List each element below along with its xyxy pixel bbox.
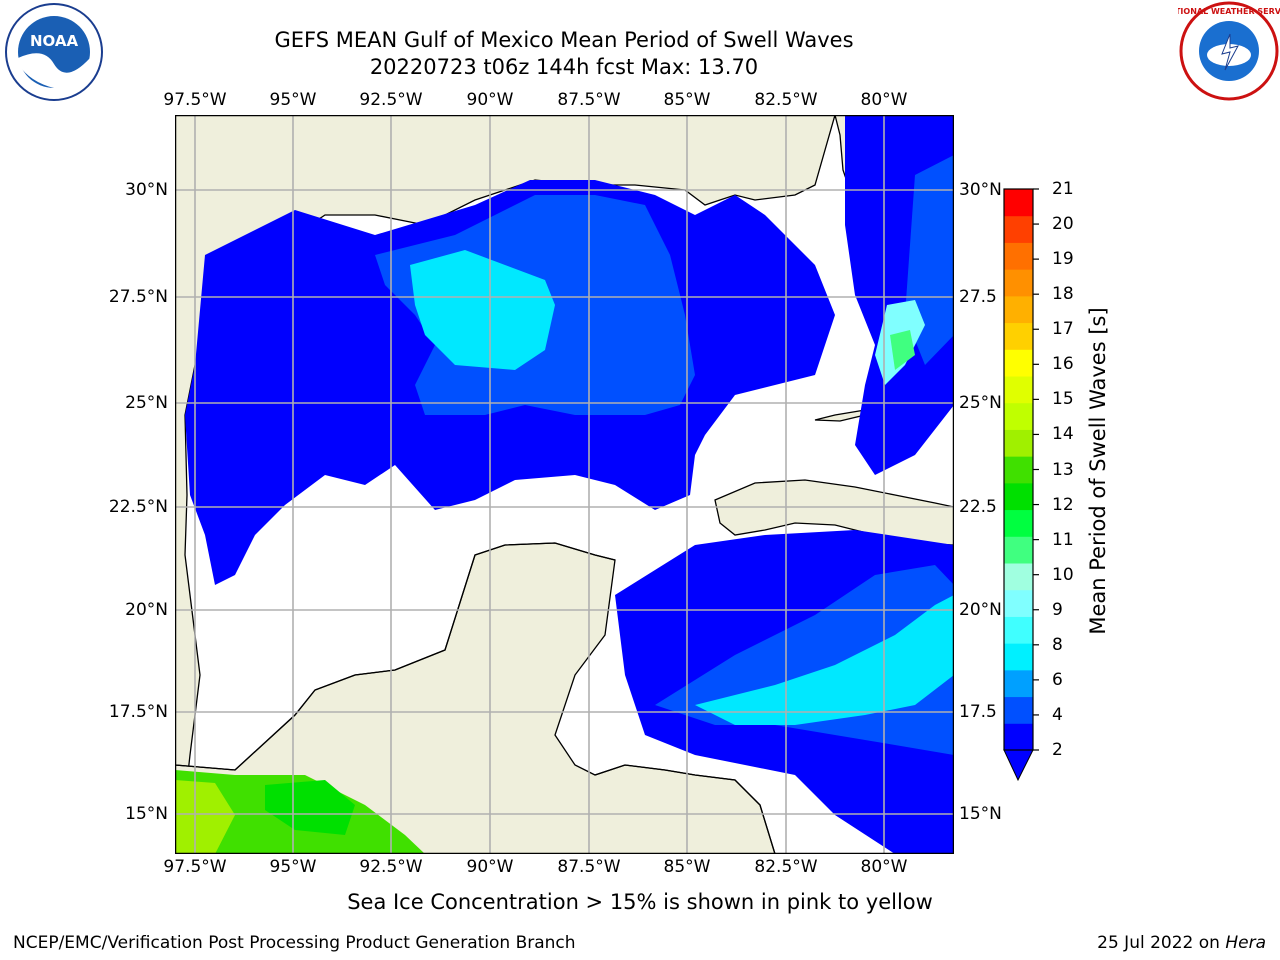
colorbar-swatch: [1004, 429, 1033, 457]
colorbar-extend-arrow: [1003, 749, 1034, 782]
coastline: [175, 542, 776, 854]
colorbar-swatch: [1004, 322, 1033, 350]
lat-label-left: 17.5°N: [108, 702, 168, 722]
colorbar-swatch: [1004, 215, 1033, 243]
lat-label-left: 15°N: [125, 804, 168, 824]
colorbar-swatch: [1004, 589, 1033, 617]
lat-label-left: 27.5°N: [108, 287, 168, 307]
colorbar-tick-label: 21: [1052, 179, 1074, 199]
lat-label-right: 25°N: [959, 393, 1002, 413]
colorbar-swatch: [1004, 456, 1033, 484]
nws-logo-text: NATIONAL WEATHER SERVICE: [1178, 7, 1280, 16]
colorbar-swatch: [1004, 349, 1033, 377]
noaa-logo-text: NOAA: [30, 32, 79, 50]
swell-13s-pacific: [175, 780, 235, 854]
colorbar-swatch: [1004, 509, 1033, 537]
colorbar-tick-label: 18: [1052, 284, 1074, 305]
footer-machine: Hera: [1225, 933, 1266, 953]
colorbar-swatch: [1004, 669, 1033, 698]
lon-label-top: 80°W: [860, 90, 908, 110]
colorbar-tick-label: 13: [1052, 459, 1074, 480]
colorbar-swatch: [1004, 536, 1033, 564]
colorbar-swatch: [1004, 723, 1033, 751]
lon-label-bottom: 80°W: [860, 857, 908, 877]
footer-credit: NCEP/EMC/Verification Post Processing Pr…: [13, 933, 576, 953]
swell-field: [185, 115, 954, 854]
colorbar-swatch: [1004, 242, 1033, 270]
colorbar-swatches: [1004, 189, 1033, 751]
lat-label-left: 30°N: [125, 180, 168, 200]
lat-label-right: 15°N: [959, 804, 1002, 824]
colorbar-tick-label: 11: [1052, 529, 1074, 550]
colorbar-label: Mean Period of Swell Waves [s]: [1086, 307, 1110, 635]
colorbar-swatch: [1004, 402, 1033, 430]
lon-label-bottom: 90°W: [466, 857, 514, 877]
lon-label-bottom: 97.5°W: [163, 857, 227, 877]
swell-11s-pacific: [265, 780, 355, 835]
colorbar-tick-label: 8: [1052, 634, 1063, 655]
colorbar-tick-label: 4: [1052, 704, 1063, 725]
swell-6s-caribbean: [695, 595, 954, 725]
colorbar-swatch: [1004, 482, 1033, 511]
colorbar-tick-label: 10: [1052, 564, 1074, 585]
colorbar-swatch: [1004, 696, 1033, 724]
sea-ice-note: Sea Ice Concentration > 15% is shown in …: [347, 890, 933, 914]
lon-label-top: 82.5°W: [754, 90, 818, 110]
colorbar-tick-label: 15: [1052, 389, 1074, 410]
lon-label-bottom: 95°W: [269, 857, 317, 877]
chart-subtitle: 20220723 t06z 144h fcst Max: 13.70: [369, 55, 759, 79]
lon-label-bottom: 85°W: [663, 857, 711, 877]
lat-label-right: 17.5: [959, 702, 997, 722]
lon-label-top: 92.5°W: [359, 90, 423, 110]
swell-field-pacific: [175, 770, 425, 854]
colorbar-tick-label: 19: [1052, 249, 1074, 270]
map-frame: [175, 115, 954, 854]
lat-label-right: 22.5: [959, 497, 997, 517]
colorbar-swatch: [1004, 295, 1033, 324]
lat-label-left: 22.5°N: [108, 497, 168, 517]
lon-label-bottom: 92.5°W: [359, 857, 423, 877]
gulf-of-mexico-map: [175, 115, 954, 854]
lon-label-top: 90°W: [466, 90, 514, 110]
lon-label-top: 97.5°W: [163, 90, 227, 110]
colorbar-swatch: [1004, 616, 1033, 644]
colorbar-tick-label: 12: [1052, 494, 1074, 515]
nws-logo: NATIONAL WEATHER SERVICE: [1178, 1, 1280, 101]
colorbar-tick-label: 6: [1052, 669, 1063, 690]
colorbar-swatch: [1004, 376, 1033, 404]
colorbar-tick-label: 9: [1052, 599, 1063, 620]
colorbar-swatch: [1004, 643, 1033, 671]
noaa-logo: NOAA: [5, 3, 103, 101]
lat-label-right: 30°N: [959, 180, 1002, 200]
colorbar: [1003, 188, 1039, 782]
colorbar-tick-label: 17: [1052, 319, 1074, 340]
lat-label-right: 27.5: [959, 287, 997, 307]
colorbar-tick-label: 16: [1052, 354, 1074, 375]
colorbar-swatch: [1004, 563, 1033, 591]
colorbar-swatch: [1004, 189, 1033, 217]
colorbar-tick-label: 2: [1052, 740, 1063, 760]
colorbar-tick-marks: [1033, 188, 1039, 751]
lat-label-left: 25°N: [125, 393, 168, 413]
lon-label-top: 95°W: [269, 90, 317, 110]
graticule: [175, 115, 954, 854]
lon-label-top: 85°W: [663, 90, 711, 110]
lon-label-bottom: 87.5°W: [557, 857, 621, 877]
colorbar-tick-label: 20: [1052, 214, 1074, 235]
lat-label-right: 20°N: [959, 600, 1002, 620]
footer-date-text: 25 Jul 2022 on: [1097, 933, 1220, 953]
lon-label-bottom: 82.5°W: [754, 857, 818, 877]
footer-date: 25 Jul 2022 on Hera: [1097, 933, 1266, 953]
colorbar-tick-label: 14: [1052, 424, 1074, 445]
swell-10s-atlantic: [890, 330, 915, 370]
lat-label-left: 20°N: [125, 600, 168, 620]
chart-title: GEFS MEAN Gulf of Mexico Mean Period of …: [274, 28, 854, 52]
swell-6s-region: [410, 250, 555, 370]
colorbar-swatch: [1004, 269, 1033, 297]
lon-label-top: 87.5°W: [557, 90, 621, 110]
